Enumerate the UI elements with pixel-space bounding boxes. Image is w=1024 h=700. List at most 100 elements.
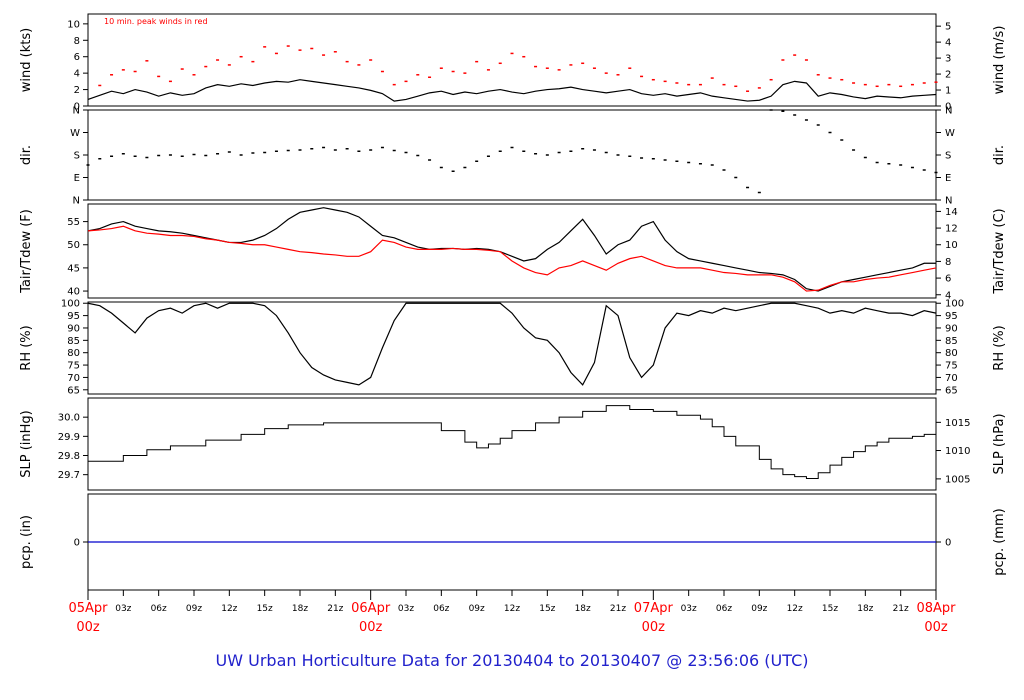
dir-point [239,154,243,156]
wind-point [722,83,726,86]
dir-point [863,156,867,159]
wind-point [392,83,396,86]
x-minor-tick-label: 21z [610,604,626,614]
dir-point [746,186,750,189]
x-major-hour-label: 00z [76,620,100,635]
dir-point [510,146,514,149]
rh-right-tick-label: 95 [945,311,958,322]
wind-point [604,72,608,74]
wind-series-0 [87,79,937,102]
wind-point [263,46,267,48]
dir-point [604,151,608,154]
dir-point [416,154,420,157]
dir-point [451,170,455,172]
wind-point [534,65,538,68]
dir-point [180,155,184,157]
dir-point [910,166,914,169]
wind-point [216,59,220,61]
wind-left-tick-label: 8 [74,36,80,47]
dir-point [522,150,526,152]
dir-point [357,150,361,152]
wind-point [875,85,879,88]
dir-point [439,166,443,169]
rh-right-tick-label: 75 [945,361,958,372]
x-minor-tick-label: 15z [822,604,838,614]
temp-right-tick-label: 4 [945,290,951,301]
dir-point [687,161,691,164]
dir-right-tick-label: E [945,173,951,184]
wind-point [274,52,278,55]
slp-left-tick-label: 29.8 [58,451,80,462]
temp-ylabel-right: Tair/Tdew (C) [992,208,1007,294]
dir-point [675,160,679,162]
dir-point [899,164,903,166]
wind-left-tick-label: 2 [74,85,80,96]
dir-point [192,153,196,156]
figure-title: UW Urban Horticulture Data for 20130404 … [216,651,809,670]
wind-point [757,87,761,89]
dir-point [486,155,490,157]
wind-right-tick-label: 3 [945,54,951,65]
dir-point [121,153,125,155]
dir-point [204,154,208,157]
wind-point [157,75,161,78]
x-major-hour-label: 00z [924,620,948,635]
wind-point [310,47,314,50]
wind-point [922,82,926,84]
temp-left-tick-label: 40 [67,287,80,298]
dir-point [463,166,467,169]
dir-left-tick-label: E [74,173,80,184]
panel-pcp: 0 0 pcp. (in) pcp. (mm) [19,493,1007,591]
wind-ylabel-left: wind (kts) [19,28,34,92]
slp-left-tick-label: 29.7 [58,470,80,481]
dir-point [651,158,655,160]
wind-point [592,67,596,69]
panel-wind: 0 2 4 6 8 10 0 1 2 3 4 5 wind (kts) wind (m/s) 10 min.… [19,13,1007,113]
x-minor-tick-label: 12z [504,604,520,614]
x-minor-tick-label: 15z [257,604,273,614]
x-minor-tick-label: 06z [716,604,732,614]
slp-right-tick-label: 1005 [945,474,970,485]
wind-point [404,80,408,83]
dir-left-tick-label: N [73,196,80,207]
wind-point [98,84,102,87]
dir-point [274,150,278,152]
wind-left-tick-label: 10 [67,19,80,30]
wind-point [687,83,691,86]
wind-point [168,80,172,83]
dir-point [804,119,808,121]
wind-point [439,67,443,69]
dir-point [852,149,856,151]
temp-right-tick-label: 6 [945,274,951,285]
dir-point [475,160,479,162]
wind-right-tick-label: 1 [945,86,951,97]
wind-point [698,83,702,86]
slp-line [88,405,937,479]
temp-frame [87,203,937,299]
dir-point [769,109,773,111]
temp-series-tdew [87,225,937,292]
panel-temp: 40 45 50 55 4 6 8 10 12 14 Tair/Tdew (F) Tair/Tdew … [19,203,1007,301]
dir-point [816,124,820,126]
wind-point [581,62,585,65]
wind-left-tick-label: 4 [74,69,80,80]
dir-point [392,149,396,152]
rh-ylabel-right: RH (%) [992,325,1007,370]
dir-point [216,153,220,155]
dir-point [828,131,832,134]
wind-point [463,72,467,74]
temp-left-tick-label: 55 [67,217,80,228]
wind-point [333,51,337,53]
wind-point [628,67,632,69]
pcp-ylabel-left: pcp. (in) [19,515,34,569]
x-minor-tick-label: 12z [221,604,237,614]
slp-right-tick-label: 1015 [945,418,970,429]
rh-left-tick-label: 90 [67,323,80,334]
x-minor-tick-label: 03z [115,604,131,614]
wind-point [863,83,867,86]
wind-point [569,64,573,66]
wind-point [380,70,384,73]
